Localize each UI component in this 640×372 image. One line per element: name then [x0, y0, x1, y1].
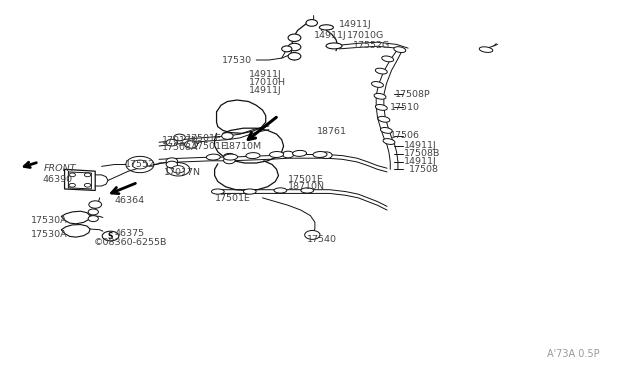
Text: 46364: 46364 [115, 196, 145, 205]
Circle shape [88, 216, 99, 222]
Ellipse shape [371, 81, 383, 87]
Ellipse shape [206, 154, 220, 160]
Text: FRONT: FRONT [44, 164, 77, 173]
Text: 17552: 17552 [125, 160, 156, 169]
Circle shape [321, 152, 332, 158]
Ellipse shape [292, 150, 307, 156]
Ellipse shape [269, 151, 284, 157]
Ellipse shape [211, 189, 224, 194]
Text: 18761: 18761 [317, 126, 347, 136]
Circle shape [172, 166, 184, 173]
Ellipse shape [381, 56, 394, 62]
Text: 17017N: 17017N [162, 135, 198, 145]
Ellipse shape [326, 43, 342, 49]
Ellipse shape [274, 188, 287, 193]
Ellipse shape [301, 188, 314, 193]
Circle shape [84, 173, 91, 177]
Circle shape [89, 201, 102, 208]
Ellipse shape [223, 154, 237, 160]
Text: 17508A: 17508A [162, 143, 198, 152]
Ellipse shape [313, 151, 327, 157]
Circle shape [305, 231, 320, 239]
Circle shape [166, 139, 177, 146]
Text: 14911J: 14911J [314, 31, 346, 41]
Ellipse shape [380, 128, 392, 133]
Text: 14911J: 14911J [339, 20, 372, 29]
Circle shape [84, 183, 91, 187]
Text: 17506: 17506 [390, 131, 420, 141]
Text: 17508: 17508 [410, 165, 440, 174]
Text: 18710N: 18710N [288, 182, 325, 191]
Ellipse shape [246, 153, 260, 158]
Text: 17508P: 17508P [396, 90, 431, 99]
Text: 17010H: 17010H [248, 78, 285, 87]
Text: 46375: 46375 [115, 228, 145, 238]
Circle shape [282, 46, 292, 52]
Text: 17501E: 17501E [192, 142, 228, 151]
Text: 17510: 17510 [390, 103, 420, 112]
Circle shape [166, 161, 177, 168]
Ellipse shape [479, 47, 493, 52]
Ellipse shape [374, 93, 386, 99]
Text: 17501E: 17501E [186, 134, 222, 143]
Text: 17508B: 17508B [404, 149, 441, 158]
Circle shape [166, 158, 177, 164]
Text: 17010G: 17010G [347, 31, 384, 41]
Circle shape [221, 133, 233, 139]
Text: 17552G: 17552G [353, 41, 390, 51]
Text: 14911J: 14911J [248, 86, 281, 95]
Circle shape [288, 43, 301, 51]
Text: 14911J: 14911J [248, 70, 281, 79]
Text: ©08360-6255B: ©08360-6255B [93, 238, 166, 247]
Ellipse shape [319, 25, 333, 30]
Circle shape [288, 52, 301, 60]
Circle shape [69, 173, 76, 177]
Text: 17017N: 17017N [164, 168, 200, 177]
Text: 17530A: 17530A [31, 216, 68, 225]
Ellipse shape [378, 116, 390, 122]
Text: 17540: 17540 [307, 235, 337, 244]
Text: A'73A 0.5P: A'73A 0.5P [547, 349, 599, 359]
Text: 17501E: 17501E [288, 175, 324, 184]
Circle shape [282, 151, 294, 158]
Circle shape [88, 209, 99, 215]
Ellipse shape [243, 189, 256, 194]
Ellipse shape [375, 105, 387, 110]
Text: 14911J: 14911J [404, 157, 437, 166]
Text: 17530: 17530 [222, 56, 252, 65]
Circle shape [173, 134, 185, 141]
Circle shape [69, 183, 76, 187]
Circle shape [223, 157, 235, 164]
Circle shape [184, 141, 197, 148]
Circle shape [132, 160, 148, 169]
Ellipse shape [394, 47, 406, 52]
Text: 17530A: 17530A [31, 230, 68, 239]
Text: 17501E: 17501E [214, 194, 250, 203]
Circle shape [306, 20, 317, 26]
Ellipse shape [383, 139, 395, 144]
Circle shape [102, 231, 119, 241]
Text: 46390: 46390 [42, 175, 72, 184]
Text: 14911J: 14911J [404, 141, 437, 151]
Text: S: S [108, 231, 113, 241]
Ellipse shape [375, 68, 387, 74]
Text: 18710M: 18710M [224, 142, 262, 151]
Circle shape [288, 34, 301, 41]
Circle shape [223, 153, 235, 160]
